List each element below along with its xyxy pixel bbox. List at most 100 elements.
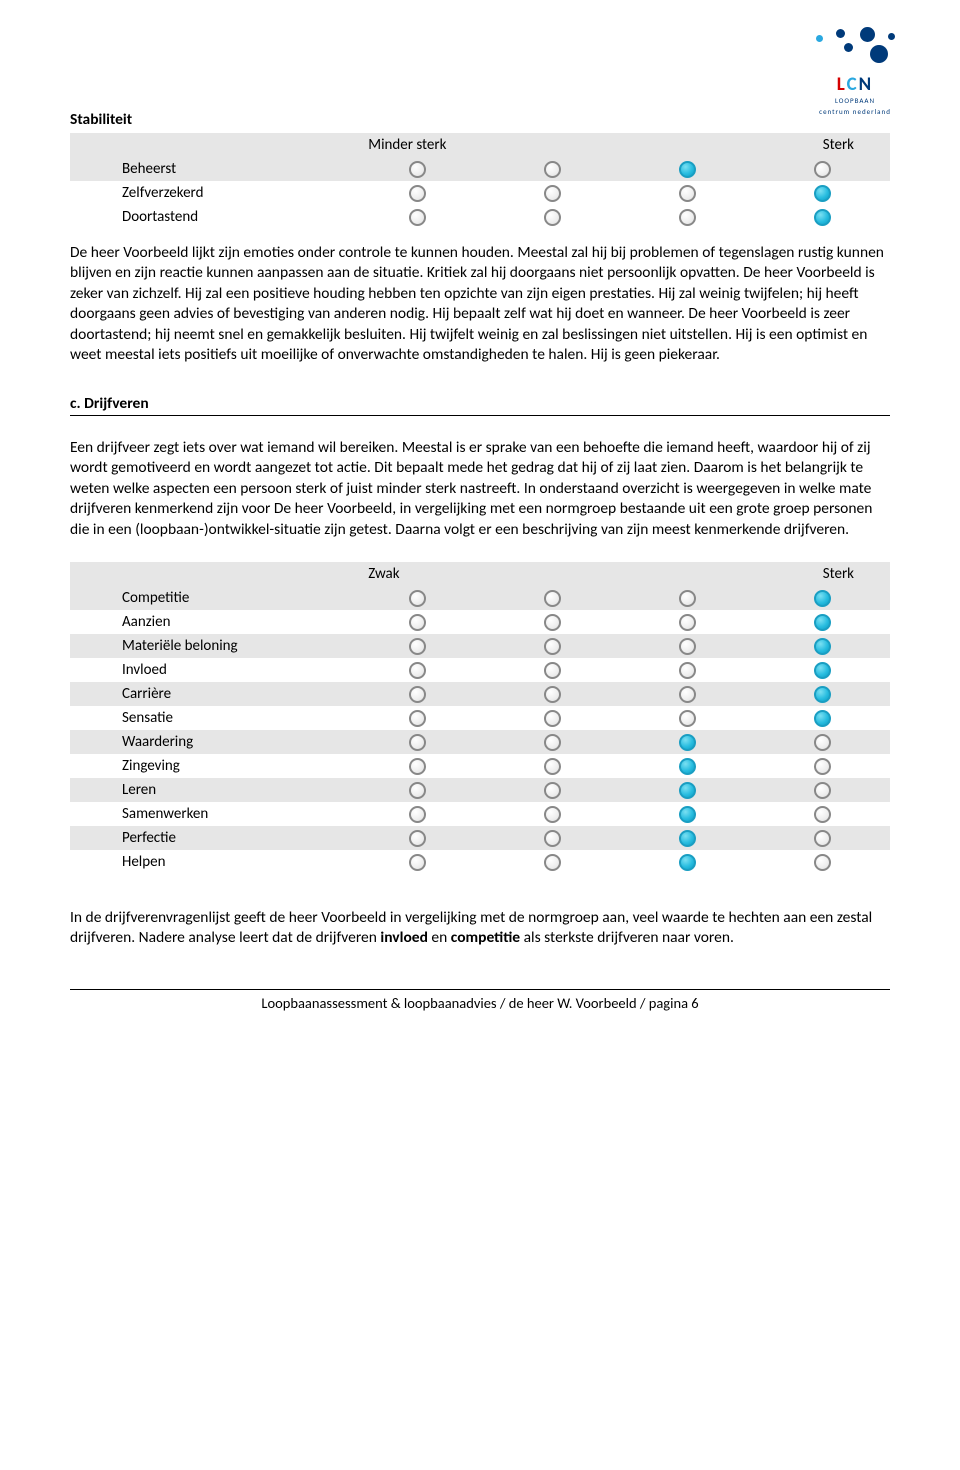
rating-cell xyxy=(350,610,485,634)
rating-dot-filled-icon xyxy=(679,806,696,823)
rating-dot-filled-icon xyxy=(679,734,696,751)
rating-cell xyxy=(350,586,485,610)
rating-cell xyxy=(620,157,755,181)
rating-cell xyxy=(350,682,485,706)
logo-text: LCN xyxy=(810,75,900,94)
table-row: Aanzien xyxy=(70,610,890,634)
rating-dot-empty-icon xyxy=(679,590,696,607)
rating-dot-filled-icon xyxy=(814,686,831,703)
rating-dot-empty-icon xyxy=(679,638,696,655)
table-row: Zelfverzekerd xyxy=(70,181,890,205)
rating-dot-empty-icon xyxy=(814,161,831,178)
rating-dot-empty-icon xyxy=(544,638,561,655)
rating-dot-empty-icon xyxy=(679,209,696,226)
drijfveren-table: Zwak Sterk CompetitieAanzienMateriële be… xyxy=(70,562,890,874)
row-label: Waardering xyxy=(70,730,350,754)
rating-cell xyxy=(485,586,620,610)
rating-cell xyxy=(620,754,755,778)
row-label: Zingeving xyxy=(70,754,350,778)
section1-title: Stabiliteit xyxy=(70,110,890,129)
scale-right-label-2: Sterk xyxy=(620,562,890,586)
logo-sub1: LOOPBAAN xyxy=(810,96,900,105)
rating-cell xyxy=(620,682,755,706)
rating-dot-empty-icon xyxy=(544,686,561,703)
rating-cell xyxy=(620,850,755,874)
rating-dot-empty-icon xyxy=(814,734,831,751)
row-label: Leren xyxy=(70,778,350,802)
rating-cell xyxy=(485,802,620,826)
rating-cell xyxy=(350,706,485,730)
rating-dot-empty-icon xyxy=(409,734,426,751)
logo-sub2: centrum nederland xyxy=(810,107,900,116)
rating-dot-empty-icon xyxy=(544,590,561,607)
rating-cell xyxy=(755,778,890,802)
para-drijfveren-summary: In de drijfverenvragenlijst geeft de hee… xyxy=(70,908,890,949)
rating-cell xyxy=(350,157,485,181)
rating-dot-empty-icon xyxy=(544,662,561,679)
row-label: Invloed xyxy=(70,658,350,682)
row-label: Doortastend xyxy=(70,205,350,229)
rating-cell xyxy=(485,682,620,706)
rating-cell xyxy=(620,730,755,754)
rating-cell xyxy=(350,802,485,826)
rating-dot-empty-icon xyxy=(409,161,426,178)
table-row: Leren xyxy=(70,778,890,802)
row-label: Perfectie xyxy=(70,826,350,850)
para2-bold2: competitie xyxy=(451,928,520,947)
table-row: Samenwerken xyxy=(70,802,890,826)
row-label: Beheerst xyxy=(70,157,350,181)
table-row: Competitie xyxy=(70,586,890,610)
rating-cell xyxy=(755,754,890,778)
table-row: Zingeving xyxy=(70,754,890,778)
rating-dot-empty-icon xyxy=(814,758,831,775)
table-row: Doortastend xyxy=(70,205,890,229)
rating-cell xyxy=(620,181,755,205)
rating-dot-empty-icon xyxy=(409,662,426,679)
rating-dot-filled-icon xyxy=(814,185,831,202)
rating-dot-filled-icon xyxy=(814,590,831,607)
row-label: Competitie xyxy=(70,586,350,610)
rating-cell xyxy=(755,610,890,634)
para-stabiliteit: De heer Voorbeeld lijkt zijn emoties ond… xyxy=(70,243,890,366)
rating-cell xyxy=(755,706,890,730)
rating-dot-empty-icon xyxy=(679,614,696,631)
rating-dot-empty-icon xyxy=(409,686,426,703)
rating-cell xyxy=(755,157,890,181)
rating-dot-empty-icon xyxy=(409,710,426,727)
row-label: Aanzien xyxy=(70,610,350,634)
rating-cell xyxy=(620,205,755,229)
rating-dot-empty-icon xyxy=(409,806,426,823)
para2-mid: en xyxy=(428,928,451,947)
rating-dot-filled-icon xyxy=(814,710,831,727)
rating-dot-empty-icon xyxy=(544,830,561,847)
para2-post: als sterkste drijfveren naar voren. xyxy=(520,928,734,947)
rating-dot-filled-icon xyxy=(679,758,696,775)
rating-dot-empty-icon xyxy=(409,854,426,871)
row-label: Helpen xyxy=(70,850,350,874)
rating-dot-empty-icon xyxy=(544,758,561,775)
row-label: Materiële beloning xyxy=(70,634,350,658)
stabiliteit-table: Minder sterk Sterk BeheerstZelfverzekerd… xyxy=(70,133,890,229)
rating-dot-filled-icon xyxy=(814,638,831,655)
rating-cell xyxy=(485,754,620,778)
table-row: Carrière xyxy=(70,682,890,706)
rating-cell xyxy=(755,634,890,658)
rating-cell xyxy=(755,682,890,706)
para2-bold1: invloed xyxy=(380,928,428,947)
rating-cell xyxy=(350,850,485,874)
rating-cell xyxy=(350,826,485,850)
rating-cell xyxy=(755,658,890,682)
rating-dot-empty-icon xyxy=(544,806,561,823)
rating-cell xyxy=(485,706,620,730)
rating-dot-filled-icon xyxy=(814,662,831,679)
para-drijfveren-intro: Een drijfveer zegt iets over wat iemand … xyxy=(70,438,890,540)
rating-dot-empty-icon xyxy=(409,614,426,631)
rating-dot-empty-icon xyxy=(814,830,831,847)
rating-dot-empty-icon xyxy=(409,185,426,202)
rating-dot-filled-icon xyxy=(679,830,696,847)
logo-dots-graphic xyxy=(810,25,900,73)
rating-dot-filled-icon xyxy=(679,854,696,871)
row-label: Sensatie xyxy=(70,706,350,730)
rating-dot-empty-icon xyxy=(679,662,696,679)
table1-header: Minder sterk Sterk xyxy=(70,133,890,157)
